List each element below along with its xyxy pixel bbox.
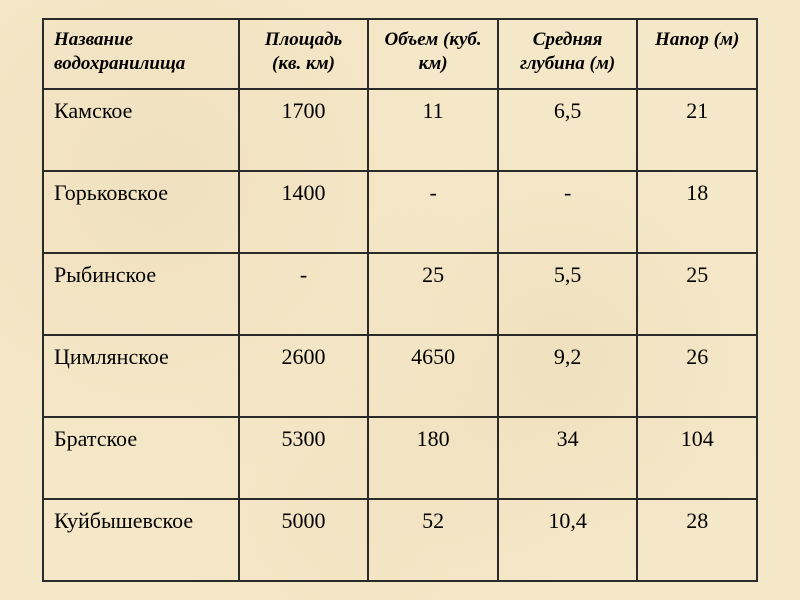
cell-volume: 180 — [368, 417, 497, 499]
col-header-name: Название водохранилища — [43, 19, 239, 89]
table-header-row: Название водохранилища Площадь (кв. км) … — [43, 19, 757, 89]
cell-head: 28 — [637, 499, 757, 581]
cell-name: Горьковское — [43, 171, 239, 253]
cell-depth: 5,5 — [498, 253, 638, 335]
reservoir-table-container: Название водохранилища Площадь (кв. км) … — [42, 18, 758, 582]
cell-area: - — [239, 253, 369, 335]
cell-volume: 11 — [368, 89, 497, 171]
cell-name: Куйбышевское — [43, 499, 239, 581]
table-row: Куйбышевское 5000 52 10,4 28 — [43, 499, 757, 581]
cell-depth: 10,4 — [498, 499, 638, 581]
col-header-head: Напор (м) — [637, 19, 757, 89]
cell-head: 26 — [637, 335, 757, 417]
cell-volume: 52 — [368, 499, 497, 581]
cell-head: 21 — [637, 89, 757, 171]
cell-area: 5300 — [239, 417, 369, 499]
cell-depth: 34 — [498, 417, 638, 499]
cell-name: Рыбинское — [43, 253, 239, 335]
cell-volume: 4650 — [368, 335, 497, 417]
cell-volume: 25 — [368, 253, 497, 335]
cell-area: 2600 — [239, 335, 369, 417]
col-header-volume: Объем (куб. км) — [368, 19, 497, 89]
cell-depth: 9,2 — [498, 335, 638, 417]
col-header-depth: Средняя глубина (м) — [498, 19, 638, 89]
cell-area: 1400 — [239, 171, 369, 253]
cell-area: 1700 — [239, 89, 369, 171]
cell-name: Цимлянское — [43, 335, 239, 417]
cell-name: Братское — [43, 417, 239, 499]
cell-head: 104 — [637, 417, 757, 499]
cell-area: 5000 — [239, 499, 369, 581]
cell-depth: 6,5 — [498, 89, 638, 171]
reservoir-table: Название водохранилища Площадь (кв. км) … — [42, 18, 758, 582]
cell-name: Камское — [43, 89, 239, 171]
table-row: Цимлянское 2600 4650 9,2 26 — [43, 335, 757, 417]
cell-head: 18 — [637, 171, 757, 253]
table-row: Братское 5300 180 34 104 — [43, 417, 757, 499]
cell-head: 25 — [637, 253, 757, 335]
cell-volume: - — [368, 171, 497, 253]
table-row: Горьковское 1400 - - 18 — [43, 171, 757, 253]
table-body: Камское 1700 11 6,5 21 Горьковское 1400 … — [43, 89, 757, 581]
table-row: Рыбинское - 25 5,5 25 — [43, 253, 757, 335]
col-header-area: Площадь (кв. км) — [239, 19, 369, 89]
cell-depth: - — [498, 171, 638, 253]
table-row: Камское 1700 11 6,5 21 — [43, 89, 757, 171]
